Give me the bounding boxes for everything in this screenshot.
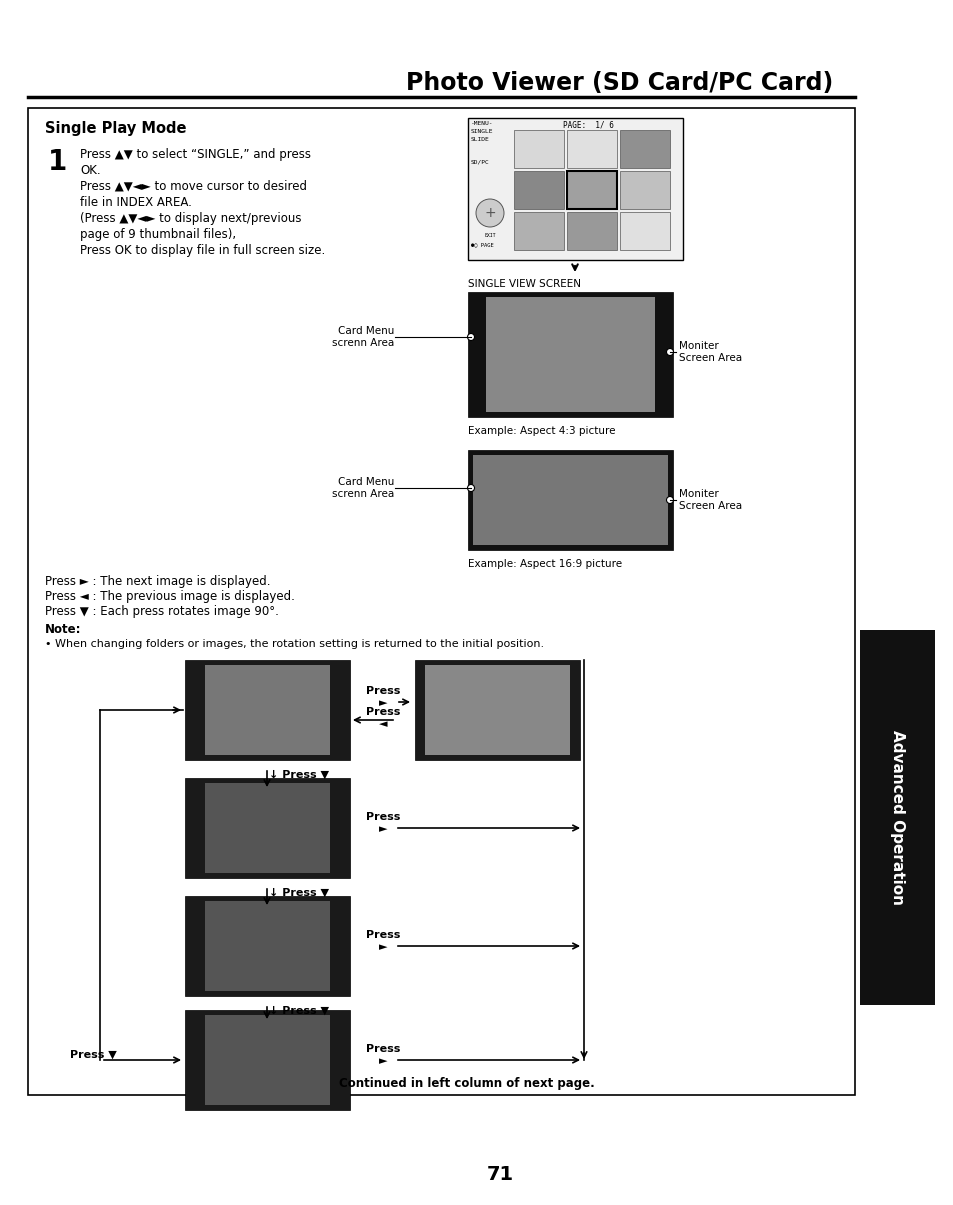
Text: -MENU-: -MENU- (471, 120, 493, 127)
Text: SINGLE VIEW SCREEN: SINGLE VIEW SCREEN (468, 280, 580, 289)
Bar (415, 660, 579, 760)
Circle shape (467, 484, 474, 492)
Bar (468, 118, 682, 260)
Circle shape (476, 199, 503, 227)
Bar (468, 292, 672, 417)
Bar (185, 660, 350, 760)
Text: Press
◄: Press ◄ (365, 707, 399, 729)
Text: SLIDE: SLIDE (471, 137, 489, 142)
Bar (566, 171, 617, 208)
Text: ↓ Press ▼: ↓ Press ▼ (269, 888, 329, 898)
Text: SD/PC: SD/PC (471, 160, 489, 165)
Bar (514, 130, 563, 167)
Text: Single Play Mode: Single Play Mode (45, 120, 186, 135)
Text: Press
►: Press ► (365, 686, 399, 707)
Bar (619, 130, 669, 167)
Bar (205, 783, 330, 872)
Text: Press
►: Press ► (365, 1045, 399, 1065)
Text: Press
►: Press ► (365, 812, 399, 834)
Text: Press OK to display file in full screen size.: Press OK to display file in full screen … (80, 243, 325, 257)
Text: Press ▼: Press ▼ (70, 1050, 116, 1060)
Text: Continued in left column of next page.: Continued in left column of next page. (339, 1076, 595, 1089)
Circle shape (467, 334, 474, 341)
Text: 1: 1 (49, 148, 68, 176)
Text: (Press ▲▼◄► to display next/previous: (Press ▲▼◄► to display next/previous (80, 212, 301, 225)
Text: EXIT: EXIT (484, 233, 496, 239)
Bar (205, 665, 330, 756)
Text: Press
►: Press ► (365, 930, 399, 952)
Bar (468, 449, 672, 549)
Bar (485, 296, 655, 412)
Text: Card Menu
screnn Area: Card Menu screnn Area (332, 477, 394, 499)
Text: page of 9 thumbnail files),: page of 9 thumbnail files), (80, 228, 236, 241)
Circle shape (666, 348, 673, 355)
Bar (185, 1010, 350, 1110)
Text: ●○ PAGE: ●○ PAGE (471, 242, 494, 247)
Text: file in INDEX AREA.: file in INDEX AREA. (80, 196, 192, 208)
Text: +: + (484, 206, 496, 221)
Text: SINGLE: SINGLE (471, 129, 493, 134)
Text: Moniter
Screen Area: Moniter Screen Area (679, 489, 741, 511)
Text: ↓ Press ▼: ↓ Press ▼ (269, 770, 329, 780)
Bar (514, 212, 563, 249)
Text: Example: Aspect 16:9 picture: Example: Aspect 16:9 picture (468, 559, 621, 569)
Bar (566, 212, 617, 249)
Bar (205, 1015, 330, 1105)
Text: Moniter
Screen Area: Moniter Screen Area (679, 341, 741, 363)
Bar (28, 108, 854, 1095)
Text: 71: 71 (486, 1165, 513, 1185)
Text: Card Menu
screnn Area: Card Menu screnn Area (332, 325, 394, 348)
Text: Press ◄ : The previous image is displayed.: Press ◄ : The previous image is displaye… (45, 590, 294, 602)
Bar (619, 212, 669, 249)
Bar (619, 171, 669, 208)
Text: OK.: OK. (80, 164, 100, 177)
Bar (566, 130, 617, 167)
Text: Press ▼ : Each press rotates image 90°.: Press ▼ : Each press rotates image 90°. (45, 605, 278, 618)
Text: Photo Viewer (SD Card/PC Card): Photo Viewer (SD Card/PC Card) (406, 71, 833, 95)
Bar (424, 665, 569, 756)
Text: Example: Aspect 4:3 picture: Example: Aspect 4:3 picture (468, 427, 615, 436)
Text: Advanced Operation: Advanced Operation (889, 730, 904, 905)
Bar (205, 901, 330, 991)
Bar (185, 897, 350, 997)
Text: • When changing folders or images, the rotation setting is returned to the initi: • When changing folders or images, the r… (45, 639, 543, 649)
Text: Press ▲▼ to select “SINGLE,” and press: Press ▲▼ to select “SINGLE,” and press (80, 148, 311, 161)
Text: ↓ Press ▼: ↓ Press ▼ (269, 1006, 329, 1016)
Text: PAGE:  1/ 6: PAGE: 1/ 6 (562, 120, 613, 130)
Circle shape (666, 496, 673, 504)
Bar (859, 630, 934, 1005)
Bar (473, 455, 667, 545)
Text: Press ► : The next image is displayed.: Press ► : The next image is displayed. (45, 575, 271, 588)
Bar (185, 778, 350, 878)
Bar (514, 171, 563, 208)
Text: Note:: Note: (45, 623, 81, 636)
Text: Press ▲▼◄► to move cursor to desired: Press ▲▼◄► to move cursor to desired (80, 180, 307, 193)
